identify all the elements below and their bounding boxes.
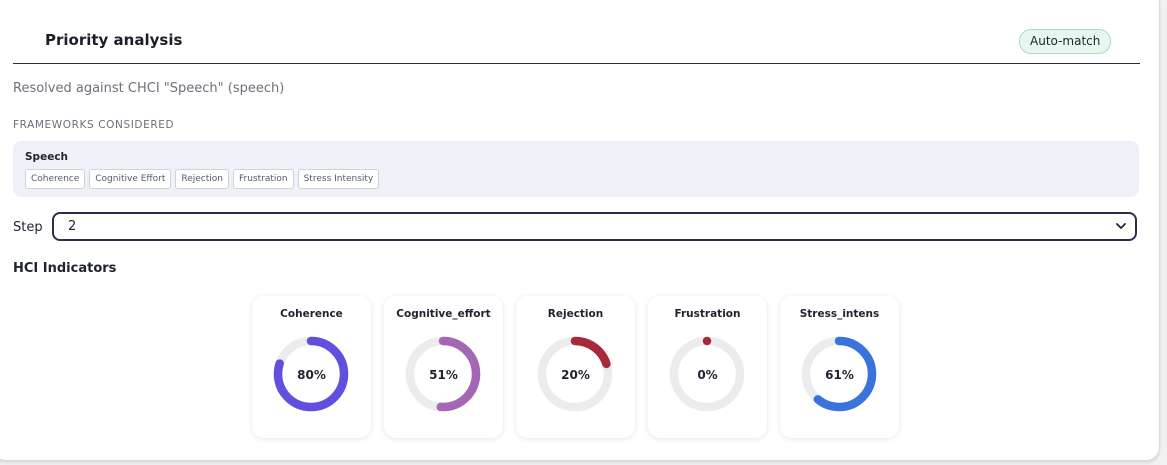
gauge-title: Cognitive_effort <box>396 308 491 320</box>
gauge-percent-label: 20% <box>561 368 590 382</box>
framework-chip: Coherence <box>25 169 86 189</box>
auto-match-badge[interactable]: Auto-match <box>1019 29 1112 54</box>
header-divider <box>13 63 1140 64</box>
donut-gauge <box>801 336 877 412</box>
gauge-value-arc <box>537 336 613 412</box>
step-select[interactable]: 2 <box>52 212 1137 241</box>
gauge-title: Stress_intens <box>799 308 880 320</box>
gauge-percent-label: 51% <box>429 368 458 382</box>
gauge-percent-label: 61% <box>825 368 854 382</box>
gauge-card-cognitive-effort: Cognitive_effort 51% <box>384 296 503 438</box>
donut-gauge <box>273 336 349 412</box>
gauge-percent-label: 0% <box>697 368 718 382</box>
framework-chip-list: Coherence Cognitive Effort Rejection Fru… <box>25 169 380 189</box>
framework-name: Speech <box>25 151 69 163</box>
gauge-percent-label: 80% <box>297 368 326 382</box>
gauge-title: Rejection <box>547 308 604 320</box>
gauge-card-stress-intens: Stress_intens 61% <box>780 296 899 438</box>
step-selected-value: 2 <box>68 219 77 234</box>
donut-gauge <box>537 336 613 412</box>
framework-chip: Rejection <box>175 169 229 189</box>
hci-indicators-heading: HCI Indicators <box>13 261 117 276</box>
gauge-value-arc <box>801 336 877 412</box>
gauge-card-frustration: Frustration 0% <box>648 296 767 438</box>
gauge-card-coherence: Coherence 80% <box>252 296 371 438</box>
frameworks-heading: FRAMEWORKS CONSIDERED <box>13 119 175 131</box>
framework-chip: Stress Intensity <box>297 169 380 189</box>
framework-chip: Frustration <box>232 169 294 189</box>
gauge-title: Frustration <box>674 308 741 320</box>
resolved-text: Resolved against CHCI "Speech" (speech) <box>13 81 285 96</box>
gauge-value-arc <box>273 336 349 412</box>
gauge-card-rejection: Rejection 20% <box>516 296 635 438</box>
gauge-value-arc <box>669 336 745 412</box>
donut-gauge <box>669 336 745 412</box>
step-label: Step <box>13 220 43 235</box>
framework-chip: Cognitive Effort <box>89 169 172 189</box>
framework-panel: Speech Coherence Cognitive Effort Reject… <box>13 141 1139 197</box>
chevron-down-icon <box>1116 223 1126 229</box>
donut-gauge <box>405 336 481 412</box>
gauge-value-arc <box>405 336 481 412</box>
gauge-title: Coherence <box>280 308 343 320</box>
page-title: Priority analysis <box>45 31 183 49</box>
